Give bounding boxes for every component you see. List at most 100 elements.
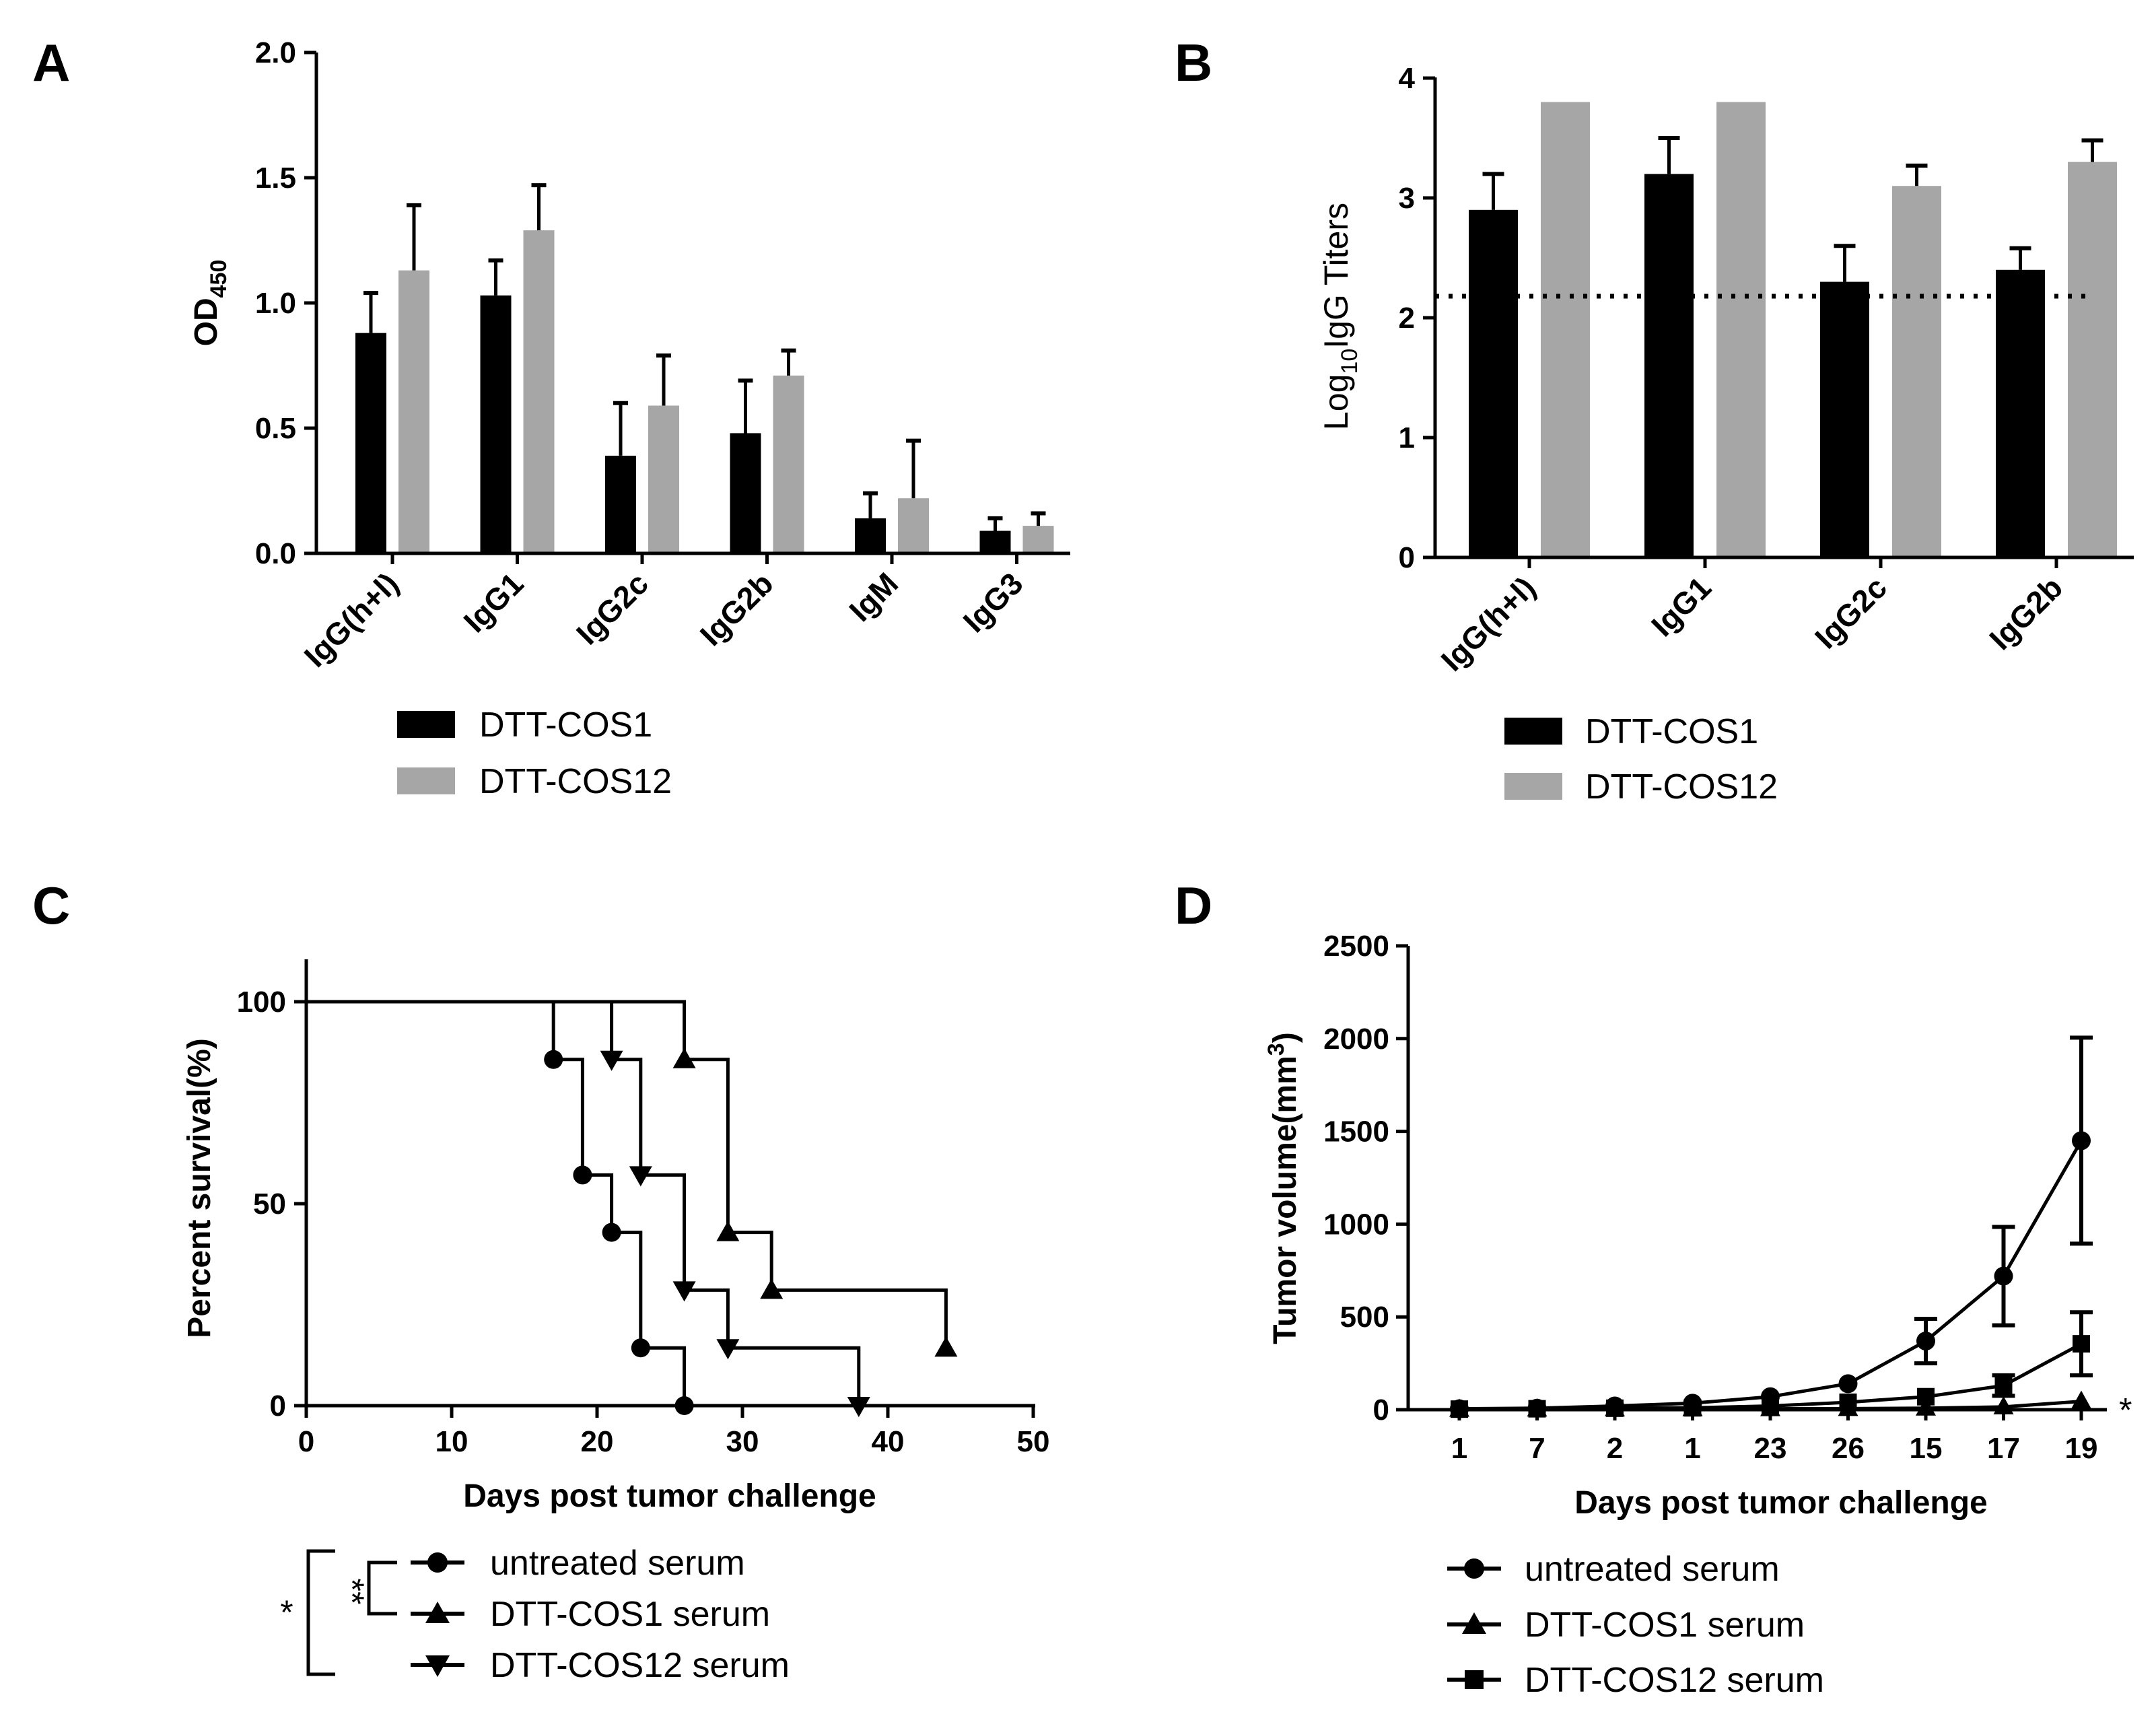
panel-b-legend-label-cos1: DTT-COS1 bbox=[1585, 712, 1758, 751]
panel-d-y-tick-label-2500: 2500 bbox=[1323, 930, 1389, 963]
panel-a-letter: A bbox=[32, 33, 70, 92]
panel-c-significance-outer: * bbox=[280, 1593, 293, 1631]
panel-a-y-label: OD450 bbox=[188, 260, 232, 347]
panel-b-x-tick-label-igg2b: IgG2b bbox=[1982, 570, 2069, 656]
panel-a-bar-dtt-cos12-igg3 bbox=[1022, 526, 1054, 553]
panel-c-legend: untreated serum DTT-COS1 serum DTT-COS12… bbox=[280, 1544, 790, 1685]
panel-d-legend-label-untreated: untreated serum bbox=[1525, 1550, 1780, 1589]
panel-b-legend: DTT-COS1 DTT-COS12 bbox=[1504, 712, 1778, 806]
panel-b-legend-label-cos12: DTT-COS12 bbox=[1585, 767, 1778, 806]
panel-b-y-label: Log10IgG Titers bbox=[1317, 203, 1362, 430]
panel-c-x-label: Days post tumor challenge bbox=[463, 1478, 876, 1514]
panel-d-x-tick-label-1: 7 bbox=[1529, 1432, 1545, 1465]
panel-c-letter: C bbox=[32, 876, 70, 935]
panel-a-x-tick-label-igm: IgM bbox=[842, 565, 905, 628]
panel-a-legend: DTT-COS1 DTT-COS12 bbox=[397, 706, 672, 801]
panel-d-marker-dtt-cos1-serum-8 bbox=[2071, 1390, 2091, 1409]
panel-c-x-tick-label-30: 30 bbox=[726, 1425, 759, 1458]
panel-c-marker-dtt-cos12-serum-3 bbox=[672, 1281, 696, 1302]
panel-c-y-tick-label-50: 50 bbox=[253, 1188, 286, 1221]
panel-c-bracket-outer bbox=[306, 1549, 335, 1676]
panel-a-legend-swatch-cos12 bbox=[397, 767, 455, 794]
panel-a-bar-dtt-cos1-igg-h-l bbox=[355, 333, 386, 553]
panel-c-marker-dtt-cos12-serum-1 bbox=[600, 1050, 623, 1071]
panel-b-bar-dtt-cos1-igg2b bbox=[1996, 269, 2045, 557]
panel-c-x-tick-label-40: 40 bbox=[872, 1425, 905, 1458]
panel-a-y-tick-label-0-0: 0.0 bbox=[255, 537, 296, 570]
panel-d-legend-marker-cos12 bbox=[1465, 1670, 1484, 1689]
panel-c-x-tick-label-20: 20 bbox=[581, 1425, 614, 1458]
panel-b-bar-dtt-cos12-igg-h-l bbox=[1541, 102, 1590, 558]
panel-a-bar-dtt-cos12-igg2b bbox=[773, 375, 804, 553]
panel-d-y-tick-label-0: 0 bbox=[1373, 1394, 1389, 1427]
panel-d-legend-marker-cos1 bbox=[1462, 1612, 1486, 1634]
panel-c-legend-label-cos1: DTT-COS1 serum bbox=[490, 1595, 770, 1634]
panel-c-marker-dtt-cos1-serum-3 bbox=[760, 1278, 784, 1299]
panel-a-bar-dtt-cos12-igg2c bbox=[648, 405, 679, 553]
panel-c-marker-dtt-cos1-serum-2 bbox=[716, 1221, 740, 1241]
panel-c-x-tick-label-10: 10 bbox=[436, 1425, 468, 1458]
panel-d-y-tick-label-1000: 1000 bbox=[1323, 1208, 1389, 1241]
panel-a-bar-dtt-cos12-igm bbox=[898, 498, 929, 553]
panel-d-line-untreated-serum bbox=[1459, 1140, 2083, 1411]
panel-a-bar-dtt-cos1-igg1 bbox=[480, 295, 512, 553]
panel-d-marker-dtt-cos12-serum-7 bbox=[1994, 1377, 2013, 1395]
panel-a-bar-dtt-cos12-igg-h-l bbox=[398, 270, 429, 553]
panel-c-marker-untreated-serum-2 bbox=[573, 1165, 592, 1185]
panel-c-bracket-inner bbox=[367, 1560, 397, 1616]
panel-d-legend-marker-untreated bbox=[1464, 1558, 1484, 1579]
panel-c-marker-dtt-cos1-serum-1 bbox=[672, 1048, 696, 1068]
panel-b-legend-swatch-cos1 bbox=[1504, 718, 1562, 745]
panel-c-marker-dtt-cos12-serum-2 bbox=[629, 1166, 652, 1187]
panel-c-legend-marker-untreated bbox=[427, 1552, 448, 1573]
panel-d-x-tick-label-7: 17 bbox=[1987, 1432, 2020, 1465]
panel-d-marker-untreated-serum-6 bbox=[1916, 1332, 1935, 1351]
panel-a-bar-dtt-cos12-igg1 bbox=[523, 230, 555, 553]
panel-d-x-tick-label-6: 15 bbox=[1910, 1432, 1943, 1465]
panel-d-marker-untreated-serum-5 bbox=[1838, 1374, 1858, 1394]
panel-d-marker-dtt-cos12-serum-6 bbox=[1917, 1387, 1935, 1406]
panel-d-legend-label-cos12: DTT-COS12 serum bbox=[1525, 1661, 1824, 1700]
panel-c-x-tick-label-50: 50 bbox=[1017, 1425, 1050, 1458]
panel-b-bar-dtt-cos12-igg2b bbox=[2068, 162, 2117, 558]
panel-b-x-tick-label-igg2c: IgG2c bbox=[1808, 570, 1893, 655]
panel-a-bar-dtt-cos1-igg2c bbox=[605, 455, 636, 553]
panel-b-bar-dtt-cos12-igg1 bbox=[1716, 102, 1766, 558]
panel-a-y-tick-label-1-5: 1.5 bbox=[255, 162, 296, 195]
panel-d-letter: D bbox=[1175, 876, 1212, 935]
panel-a-legend-label-cos1: DTT-COS1 bbox=[479, 706, 652, 745]
panel-a-legend-swatch-cos1 bbox=[397, 711, 455, 738]
panel-c-y-tick-label-100: 100 bbox=[237, 986, 286, 1019]
panel-b-y-tick-label-2: 2 bbox=[1399, 302, 1415, 335]
panel-d-y-label: Tumor volume(mm3) bbox=[1263, 1032, 1303, 1344]
panel-d-y-tick-label-1500: 1500 bbox=[1323, 1116, 1389, 1148]
panel-d-marker-untreated-serum-8 bbox=[2072, 1131, 2091, 1151]
panel-a-y-tick-label-2-0: 2.0 bbox=[255, 36, 296, 69]
panel-d-significance: * bbox=[2119, 1392, 2132, 1429]
panel-a-y-tick-label-1-0: 1.0 bbox=[255, 287, 296, 320]
panel-b-bar-dtt-cos1-igg-h-l bbox=[1469, 209, 1518, 557]
panel-a-x-tick-label-igg1: IgG1 bbox=[456, 565, 530, 639]
panel-d-y-tick-label-2000: 2000 bbox=[1323, 1023, 1389, 1056]
panel-a-legend-label-cos12: DTT-COS12 bbox=[479, 762, 672, 801]
panel-b-x-tick-label-igg-h-l: IgG(h+l) bbox=[1434, 570, 1543, 678]
panel-c-line-dtt-cos12-serum bbox=[306, 1000, 861, 1406]
panel-d-x-tick-label-0: 1 bbox=[1451, 1432, 1467, 1465]
panel-c-marker-dtt-cos1-serum-4 bbox=[934, 1336, 958, 1357]
panel-c-y-tick-label-0: 0 bbox=[270, 1389, 286, 1422]
panel-b-x-tick-label-igg1: IgG1 bbox=[1644, 570, 1718, 643]
panel-d-legend: untreated serum DTT-COS1 serum DTT-COS12… bbox=[1447, 1550, 1824, 1700]
panel-b-bar-dtt-cos1-igg1 bbox=[1644, 174, 1694, 557]
panel-d-marker-untreated-serum-7 bbox=[1994, 1266, 2013, 1286]
panel-d-legend-label-cos1: DTT-COS1 serum bbox=[1525, 1606, 1805, 1645]
panel-a: A 0.0 0.5 1.0 1.5 2.0 IgG(h+l) IgG1 IgG2c IgG2b… bbox=[32, 33, 1070, 801]
panel-c-line-dtt-cos1-serum bbox=[306, 1000, 948, 1348]
panel-b-y-tick-label-0: 0 bbox=[1399, 541, 1415, 574]
panel-c-legend-marker-cos12 bbox=[425, 1655, 450, 1677]
panel-b-letter: B bbox=[1175, 33, 1212, 92]
panel-c-line-untreated-serum bbox=[306, 1000, 687, 1406]
panel-d-x-tick-label-2: 2 bbox=[1607, 1432, 1623, 1465]
panel-d-y-tick-label-500: 500 bbox=[1340, 1301, 1389, 1334]
